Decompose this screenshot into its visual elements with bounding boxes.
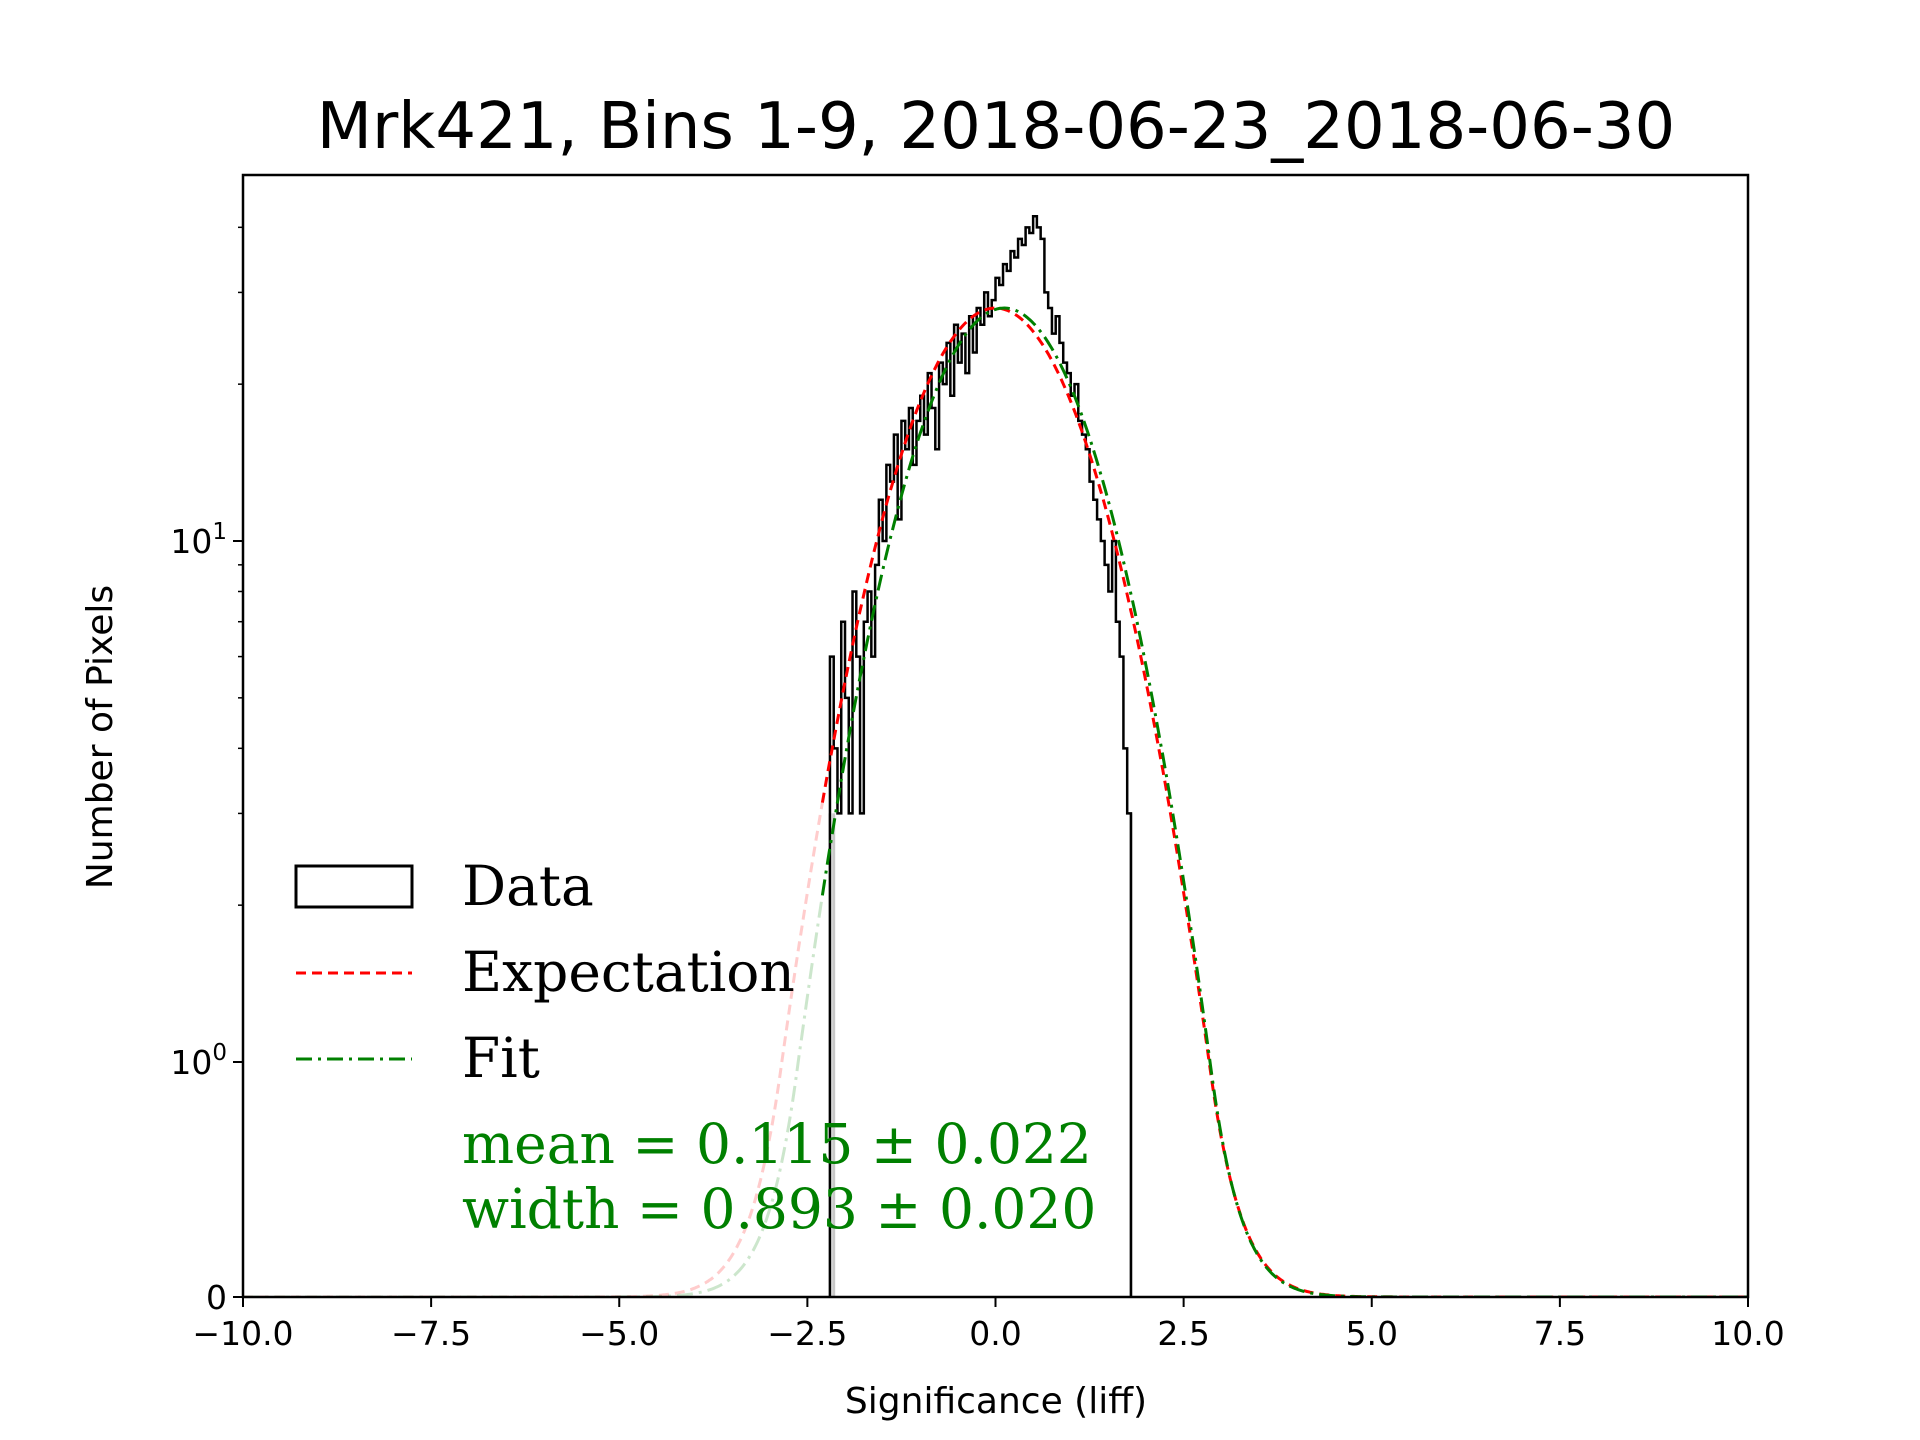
legend: Data Expectation Fit: [294, 854, 795, 1090]
x-axis-label: Significance (liff): [845, 1381, 1147, 1422]
x-tick-label: 5.0: [1346, 1314, 1398, 1353]
x-tick-label: 0.0: [969, 1314, 1021, 1353]
x-tick-label: −7.5: [391, 1314, 471, 1353]
chart-title: Mrk421, Bins 1-9, 2018-06-23_2018-06-30: [317, 90, 1675, 164]
y-tick-label: 0: [206, 1278, 227, 1317]
expectation-curve: [820, 306, 1748, 1297]
x-tick-label: −5.0: [579, 1314, 659, 1353]
y-tick-base: 10: [170, 1043, 212, 1082]
annotation-width: width = 0.893 ± 0.020: [462, 1177, 1096, 1241]
x-tick-label: 2.5: [1157, 1314, 1209, 1353]
fit-curve: [820, 306, 1748, 1297]
annotation-mean: mean = 0.115 ± 0.022: [462, 1112, 1092, 1176]
x-axis: −10.0 −7.5 −5.0 −2.5 0.0 2.5 5.0 7.5 10.0: [192, 1297, 1785, 1353]
y-tick-exponent: 0: [212, 1040, 227, 1066]
y-tick-base: 0: [206, 1278, 227, 1317]
y-tick-label: 101: [170, 519, 227, 561]
y-axis-label: Number of Pixels: [80, 585, 121, 889]
plot-area: [243, 215, 1748, 1297]
legend-swatch-data: [294, 864, 414, 909]
x-tick-label: −10.0: [192, 1314, 293, 1353]
x-tick-label: 7.5: [1534, 1314, 1586, 1353]
histogram-data: [828, 215, 1133, 1297]
y-tick-exponent: 1: [212, 519, 227, 545]
legend-label-data: Data: [462, 854, 594, 918]
y-tick-base: 10: [170, 522, 212, 561]
x-tick-label: −2.5: [767, 1314, 847, 1353]
y-tick-label: 100: [170, 1040, 227, 1082]
legend-label-fit: Fit: [462, 1026, 540, 1090]
plot-content: [243, 215, 1748, 1297]
legend-label-expectation: Expectation: [462, 940, 795, 1004]
x-tick-label: 10.0: [1711, 1314, 1784, 1353]
